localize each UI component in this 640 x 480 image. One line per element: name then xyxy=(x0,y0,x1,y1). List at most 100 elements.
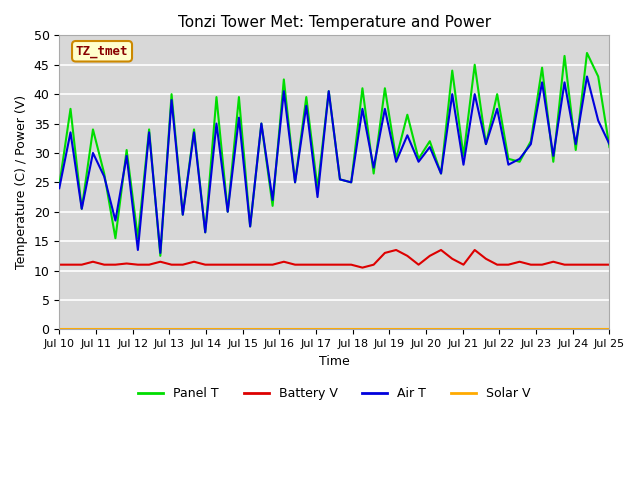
Panel T xyxy=(314,185,321,191)
Solar V xyxy=(449,326,456,332)
Battery V xyxy=(348,262,355,267)
Battery V xyxy=(314,262,321,267)
Air T xyxy=(246,224,254,229)
Line: Battery V: Battery V xyxy=(60,250,609,268)
Air T xyxy=(257,120,265,126)
Battery V xyxy=(358,265,366,271)
Solar V xyxy=(426,326,434,332)
Battery V xyxy=(493,262,501,267)
Solar V xyxy=(437,326,445,332)
Air T xyxy=(403,132,411,138)
Solar V xyxy=(415,326,422,332)
Air T xyxy=(572,141,580,147)
Air T xyxy=(605,141,613,147)
Air T xyxy=(348,180,355,185)
Panel T xyxy=(145,127,153,132)
Solar V xyxy=(224,326,232,332)
Battery V xyxy=(392,247,400,253)
Solar V xyxy=(100,326,108,332)
Panel T xyxy=(269,203,276,209)
Air T xyxy=(493,106,501,112)
Air T xyxy=(67,130,74,135)
Panel T xyxy=(392,156,400,162)
Solar V xyxy=(358,326,366,332)
Battery V xyxy=(516,259,524,264)
Panel T xyxy=(78,206,86,212)
Air T xyxy=(269,197,276,203)
Panel T xyxy=(437,171,445,177)
Air T xyxy=(325,88,333,94)
Air T xyxy=(111,218,119,224)
Battery V xyxy=(336,262,344,267)
Solar V xyxy=(157,326,164,332)
Battery V xyxy=(471,247,479,253)
Panel T xyxy=(157,253,164,259)
Battery V xyxy=(168,262,175,267)
Title: Tonzi Tower Met: Temperature and Power: Tonzi Tower Met: Temperature and Power xyxy=(178,15,491,30)
Solar V xyxy=(482,326,490,332)
Air T xyxy=(100,174,108,180)
Battery V xyxy=(235,262,243,267)
Panel T xyxy=(291,180,299,185)
Air T xyxy=(179,212,187,217)
Panel T xyxy=(370,171,378,177)
Panel T xyxy=(449,68,456,73)
Solar V xyxy=(269,326,276,332)
Panel T xyxy=(583,50,591,56)
Panel T xyxy=(67,106,74,112)
Solar V xyxy=(145,326,153,332)
Solar V xyxy=(381,326,388,332)
Panel T xyxy=(280,76,287,82)
Solar V xyxy=(516,326,524,332)
Air T xyxy=(291,180,299,185)
Panel T xyxy=(56,182,63,188)
Air T xyxy=(336,177,344,182)
Air T xyxy=(145,130,153,135)
Solar V xyxy=(336,326,344,332)
Line: Air T: Air T xyxy=(60,76,609,253)
Battery V xyxy=(561,262,568,267)
Solar V xyxy=(550,326,557,332)
Solar V xyxy=(595,326,602,332)
Battery V xyxy=(370,262,378,267)
Air T xyxy=(449,91,456,97)
Battery V xyxy=(100,262,108,267)
Air T xyxy=(482,141,490,147)
Air T xyxy=(190,130,198,135)
Battery V xyxy=(291,262,299,267)
Solar V xyxy=(314,326,321,332)
Solar V xyxy=(78,326,86,332)
Air T xyxy=(280,88,287,94)
Solar V xyxy=(202,326,209,332)
Solar V xyxy=(370,326,378,332)
Battery V xyxy=(572,262,580,267)
Battery V xyxy=(78,262,86,267)
Battery V xyxy=(460,262,467,267)
Battery V xyxy=(123,261,131,266)
Battery V xyxy=(583,262,591,267)
Air T xyxy=(527,141,534,147)
Air T xyxy=(212,120,220,126)
Air T xyxy=(437,171,445,177)
Panel T xyxy=(482,141,490,147)
Panel T xyxy=(212,94,220,100)
Panel T xyxy=(595,73,602,79)
Air T xyxy=(595,118,602,123)
Line: Panel T: Panel T xyxy=(60,53,609,256)
Air T xyxy=(471,91,479,97)
Battery V xyxy=(157,259,164,264)
Solar V xyxy=(179,326,187,332)
Solar V xyxy=(403,326,411,332)
Battery V xyxy=(449,256,456,262)
Solar V xyxy=(134,326,141,332)
Air T xyxy=(561,80,568,85)
Battery V xyxy=(527,262,534,267)
Panel T xyxy=(415,156,422,162)
Air T xyxy=(224,209,232,215)
Solar V xyxy=(392,326,400,332)
Battery V xyxy=(595,262,602,267)
Panel T xyxy=(426,138,434,144)
Battery V xyxy=(403,253,411,259)
Panel T xyxy=(202,229,209,235)
Solar V xyxy=(493,326,501,332)
